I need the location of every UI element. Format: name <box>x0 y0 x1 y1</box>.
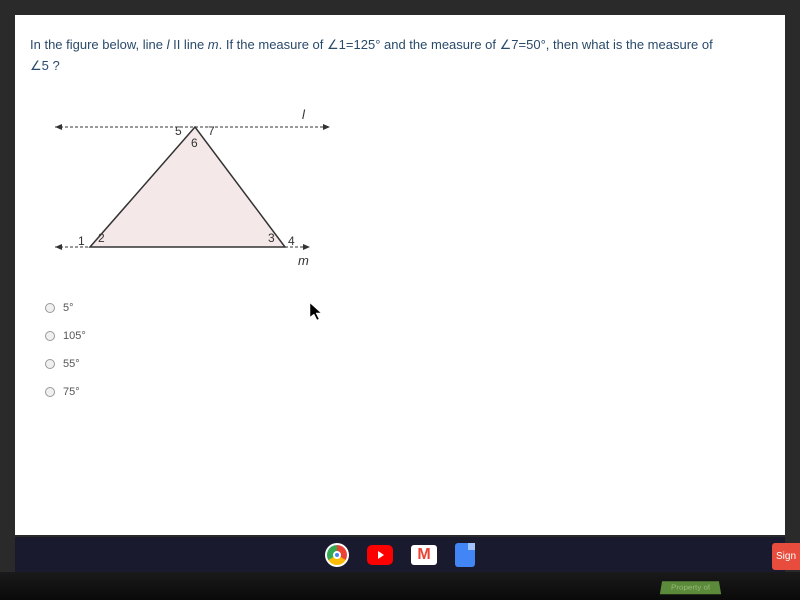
radio-icon <box>45 331 55 341</box>
question-mark: ? <box>49 58 60 73</box>
option-1-label: 5° <box>63 302 74 314</box>
line-m-arrow-right <box>303 244 310 250</box>
angle-5-label: 5 <box>175 124 182 138</box>
radio-icon <box>45 359 55 369</box>
angle1-val: =125° and the measure of <box>346 37 500 52</box>
question-prefix: In the figure below, line <box>30 37 167 52</box>
angle7-val: =50°, then what is the measure of <box>519 37 713 52</box>
line-m-arrow-left <box>55 244 62 250</box>
question-text: In the figure below, line l II line m. I… <box>30 35 770 77</box>
question-middle: . If the measure of <box>219 37 327 52</box>
option-4-label: 75° <box>63 386 80 398</box>
screen-container: In the figure below, line l II line m. I… <box>0 0 800 600</box>
angle1-ref: ∠1 <box>327 37 346 52</box>
angle5-ref: ∠5 <box>30 58 49 73</box>
docs-icon[interactable] <box>455 543 475 567</box>
radio-icon <box>45 387 55 397</box>
angle-2-label: 2 <box>98 231 105 245</box>
line-l-arrow-right <box>323 124 330 130</box>
angle-1-label: 1 <box>78 234 85 248</box>
answer-options: 5° 105° 55° 75° <box>45 302 770 398</box>
triangle-shape <box>90 127 285 247</box>
angle7-ref: ∠7 <box>500 37 519 52</box>
line-m-ref: m <box>208 37 219 52</box>
gmail-icon[interactable]: M <box>411 545 437 565</box>
angle-4-label: 4 <box>288 234 295 248</box>
option-3-label: 55° <box>63 358 80 370</box>
question-parallel: II line <box>169 37 207 52</box>
sign-label: Sign <box>776 551 796 562</box>
line-m-label: m <box>298 253 309 268</box>
option-2[interactable]: 105° <box>45 330 770 342</box>
line-l-arrow-left <box>55 124 62 130</box>
content-area: In the figure below, line l II line m. I… <box>15 15 785 535</box>
triangle-figure: l m 5 6 7 1 2 3 4 <box>40 97 360 277</box>
radio-icon <box>45 303 55 313</box>
option-4[interactable]: 75° <box>45 386 770 398</box>
chrome-icon[interactable] <box>325 543 349 567</box>
option-1[interactable]: 5° <box>45 302 770 314</box>
option-2-label: 105° <box>63 330 86 342</box>
angle-7-label: 7 <box>208 124 215 138</box>
figure-container: l m 5 6 7 1 2 3 4 <box>40 97 360 277</box>
angle-3-label: 3 <box>268 231 275 245</box>
option-3[interactable]: 55° <box>45 358 770 370</box>
youtube-icon[interactable] <box>367 545 393 565</box>
taskbar: M <box>15 537 785 572</box>
property-label: Property of <box>660 581 721 594</box>
angle-6-label: 6 <box>191 136 198 150</box>
sign-button[interactable]: Sign <box>772 543 800 570</box>
line-l-label: l <box>302 107 306 122</box>
